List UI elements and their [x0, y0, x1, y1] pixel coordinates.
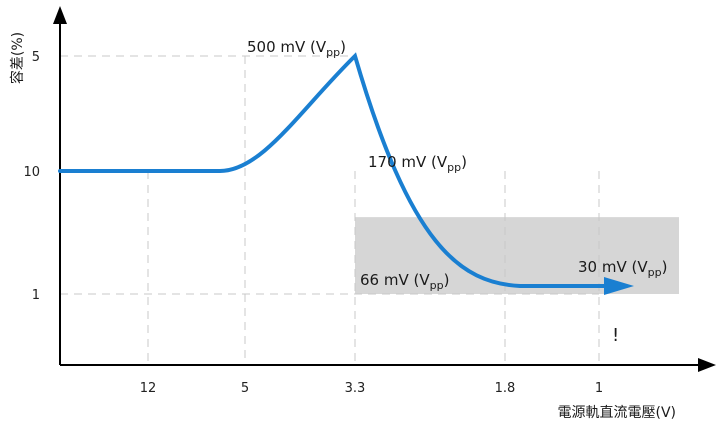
annotation-3: 30 mV (Vpp) — [578, 258, 667, 279]
note-mark: ! — [612, 325, 619, 346]
gridlines — [60, 55, 600, 365]
y-axis-label: 容差(%) — [9, 32, 26, 84]
shaded-regions — [355, 217, 679, 294]
curve-arrowhead — [604, 277, 634, 295]
annotation-2: 66 mV (Vpp) — [360, 271, 449, 292]
x-axis-arrow — [698, 358, 716, 372]
axes — [53, 6, 716, 372]
x-tick-label: 1 — [595, 381, 603, 396]
annotation-0: 500 mV (Vpp) — [247, 38, 346, 59]
x-tick-label: 3.3 — [345, 381, 366, 396]
y-axis-arrow — [53, 6, 67, 24]
y-tick-label: 1 — [32, 288, 40, 303]
x-axis-label: 電源軌直流電壓(V) — [557, 404, 676, 421]
region-gray — [355, 217, 679, 294]
y-tick-label: 5 — [32, 50, 40, 65]
x-tick-label: 5 — [241, 381, 249, 396]
annotations: 500 mV (Vpp) 170 mV (Vpp) 66 mV (Vpp) 30 mV… — [247, 38, 667, 292]
x-tick-label: 12 — [140, 381, 157, 396]
y-tick-label: 10 — [23, 165, 40, 180]
x-tick-labels: 12 5 3.3 1.8 1 — [140, 381, 603, 396]
x-tick-label: 1.8 — [495, 381, 516, 396]
y-tick-labels: 10 5 1 — [23, 50, 40, 303]
annotation-1: 170 mV (Vpp) — [368, 153, 467, 174]
tolerance-curve — [58, 52, 607, 288]
